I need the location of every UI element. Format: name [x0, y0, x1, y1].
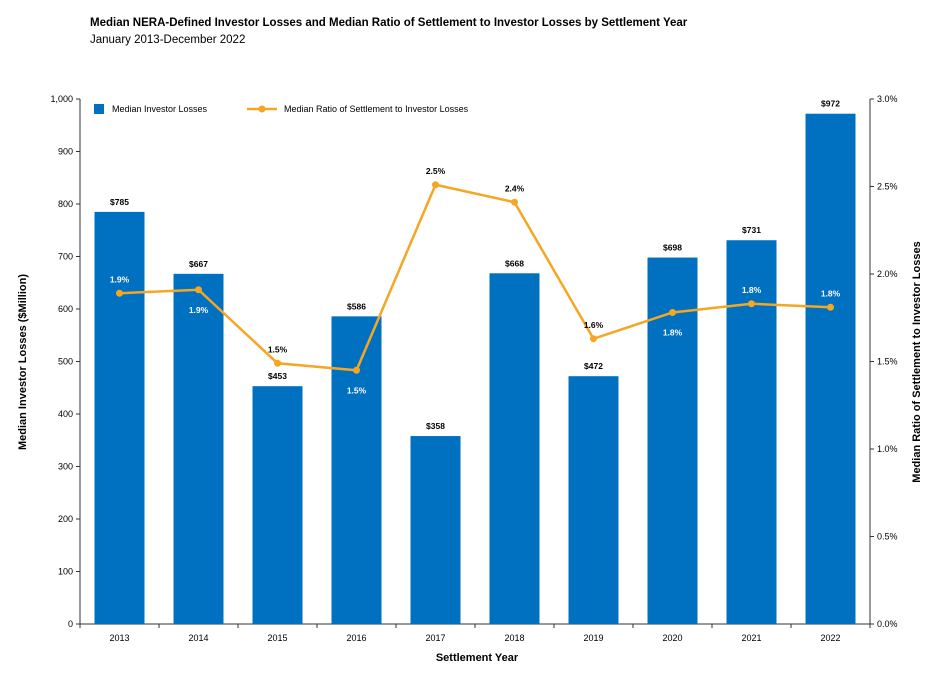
bar [568, 376, 619, 624]
x-axis-title: Settlement Year [436, 652, 519, 664]
x-tick-label: 2016 [346, 633, 366, 643]
bar-value-label: $698 [663, 243, 682, 253]
x-tick-label: 2021 [741, 633, 761, 643]
ratio-value-label: 2.4% [505, 183, 525, 193]
bar [489, 273, 540, 624]
data-labels: $785 $667 $453 $586 $358 $668 $472 $698 $731 $972… [110, 99, 841, 431]
ratio-point [432, 181, 439, 189]
y-tick-label: 200 [58, 514, 73, 524]
bar [252, 386, 303, 624]
x-tick-label: 2017 [425, 633, 445, 643]
y-tick-label: 400 [58, 409, 73, 419]
ratio-point [590, 335, 597, 343]
ratio-value-label: 1.5% [347, 385, 367, 395]
ratio-value-label: 1.6% [584, 320, 604, 330]
y-tick-label: 0 [68, 619, 73, 629]
y-tick-label: 500 [58, 357, 73, 367]
ratio-point [274, 359, 281, 367]
x-tick-label: 2018 [504, 633, 524, 643]
y-tick-label: 300 [58, 462, 73, 472]
y-tick-label: 1,000 [50, 94, 73, 104]
bar-value-label: $472 [584, 361, 603, 371]
x-tick-label: 2014 [188, 633, 208, 643]
y2-tick-label: 2.5% [877, 182, 898, 192]
bar [331, 316, 382, 624]
ratio-point [827, 303, 834, 311]
y-tick-label: 700 [58, 252, 73, 262]
y-tick-label: 600 [58, 304, 73, 314]
y2-tick-label: 3.0% [877, 94, 898, 104]
bar-value-label: $668 [505, 258, 524, 268]
y-tick-label: 900 [58, 147, 73, 157]
bar-value-label: $972 [821, 99, 840, 109]
y2-tick-label: 1.5% [877, 357, 898, 367]
y-tick-label: 800 [58, 199, 73, 209]
ratio-point [353, 366, 360, 374]
y2-tick-label: 0.5% [877, 532, 898, 542]
ratio-point [669, 309, 676, 316]
y2-axis-title: Median Ratio of Settlement to Investor L… [911, 241, 923, 482]
ratio-point [748, 300, 755, 308]
bar [410, 436, 461, 624]
x-tick-label: 2020 [662, 633, 682, 643]
line-series [116, 181, 834, 374]
bar [94, 211, 145, 624]
legend-swatch-marker [258, 105, 266, 113]
bar [805, 113, 856, 624]
ratio-line [119, 183, 831, 372]
bar-value-label: $453 [268, 371, 287, 381]
legend-swatch-bar [94, 104, 104, 114]
y2-tick-label: 0.0% [877, 619, 898, 629]
y2-tick-label: 1.0% [877, 444, 898, 454]
ratio-value-label: 1.8% [821, 288, 841, 298]
bar [726, 240, 777, 624]
ratio-value-label: 1.8% [742, 285, 762, 295]
chart-subtitle: January 2013-December 2022 [90, 34, 246, 46]
ratio-point [195, 286, 202, 294]
ratio-value-label: 1.8% [663, 328, 683, 338]
y2-tick-label: 2.0% [877, 269, 898, 279]
ratio-point [511, 198, 518, 206]
chart-title: Median NERA-Defined Investor Losses and … [90, 17, 688, 29]
x-tick-label: 2013 [109, 633, 129, 643]
bar-value-label: $586 [347, 301, 366, 311]
ratio-value-label: 2.5% [426, 166, 446, 176]
y-axis-title: Median Investor Losses ($Million) [17, 274, 29, 450]
bar-value-label: $731 [742, 225, 761, 235]
bar-value-label: $358 [426, 421, 445, 431]
bar-series [94, 113, 856, 624]
ratio-point [116, 289, 123, 297]
legend: Median Investor Losses Median Ratio of Se… [94, 104, 469, 114]
ratio-value-label: 1.5% [268, 344, 288, 354]
ratio-value-label: 1.9% [189, 305, 209, 315]
x-tick-label: 2015 [267, 633, 287, 643]
bar-value-label: $785 [110, 197, 129, 207]
bar [173, 273, 224, 624]
bar-value-label: $667 [189, 259, 208, 269]
x-tick-label: 2019 [583, 633, 603, 643]
ratio-value-label: 1.9% [110, 274, 130, 284]
legend-label-line: Median Ratio of Settlement to Investor L… [284, 104, 469, 114]
y-tick-label: 100 [58, 567, 73, 577]
x-tick-label: 2022 [820, 633, 840, 643]
legend-label-bar: Median Investor Losses [112, 104, 208, 114]
